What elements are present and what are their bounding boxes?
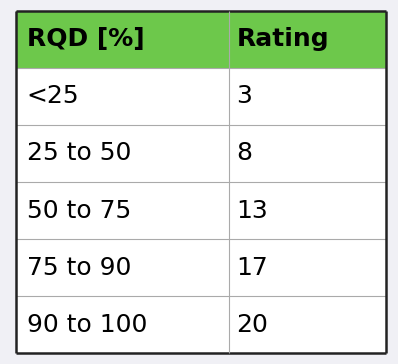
- Text: Rating: Rating: [237, 27, 329, 51]
- Text: <25: <25: [27, 84, 79, 108]
- Text: RQD [%]: RQD [%]: [27, 27, 144, 51]
- Bar: [16, 239, 386, 296]
- Text: 75 to 90: 75 to 90: [27, 256, 131, 280]
- Text: 20: 20: [237, 313, 269, 337]
- Bar: [16, 125, 386, 182]
- Text: 25 to 50: 25 to 50: [27, 142, 131, 166]
- Text: 13: 13: [237, 198, 268, 222]
- Text: 3: 3: [237, 84, 252, 108]
- Text: 50 to 75: 50 to 75: [27, 198, 131, 222]
- Bar: [16, 182, 386, 239]
- Bar: [16, 68, 386, 125]
- Text: 90 to 100: 90 to 100: [27, 313, 147, 337]
- Text: 8: 8: [237, 142, 253, 166]
- Bar: [16, 296, 386, 353]
- Bar: [16, 11, 386, 68]
- Text: 17: 17: [237, 256, 268, 280]
